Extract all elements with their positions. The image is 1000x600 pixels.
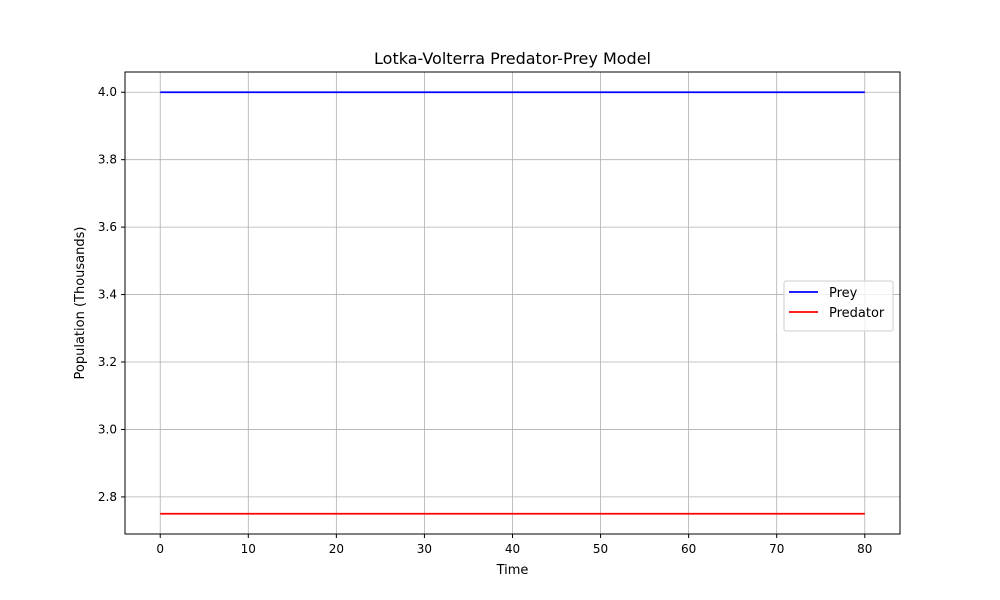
x-axis-label: Time	[496, 563, 529, 578]
x-tick-label: 70	[769, 542, 784, 556]
x-tick-label: 30	[417, 542, 432, 556]
legend: Prey Predator	[783, 280, 894, 332]
x-tick-label: 60	[681, 542, 696, 556]
x-tick-label: 10	[241, 542, 256, 556]
x-tick-label: 20	[329, 542, 344, 556]
y-tick-label: 4.0	[98, 85, 117, 99]
y-tick-label: 3.8	[98, 153, 117, 167]
grid	[125, 72, 900, 534]
axis-ticks: 0 10 20 30 40 50 60 70 80 2.8 3.0 3.2 3.4 3.6 3.8 4.0	[98, 85, 873, 556]
x-tick-label: 0	[156, 542, 164, 556]
x-tick-label: 80	[857, 542, 872, 556]
series-lines	[160, 91, 865, 515]
legend-label-predator: Predator	[829, 306, 885, 321]
y-tick-label: 3.0	[98, 422, 117, 436]
chart-title: Lotka-Volterra Predator-Prey Model	[374, 49, 651, 68]
legend-box	[783, 280, 894, 332]
y-tick-label: 3.2	[98, 355, 117, 369]
y-tick-label: 3.6	[98, 220, 117, 234]
y-tick-label: 2.8	[98, 490, 117, 504]
y-tick-label: 3.4	[98, 288, 117, 302]
x-tick-label: 50	[593, 542, 608, 556]
legend-label-prey: Prey	[829, 286, 858, 301]
x-tick-label: 40	[505, 542, 520, 556]
y-axis-label: Population (Thousands)	[73, 227, 88, 380]
